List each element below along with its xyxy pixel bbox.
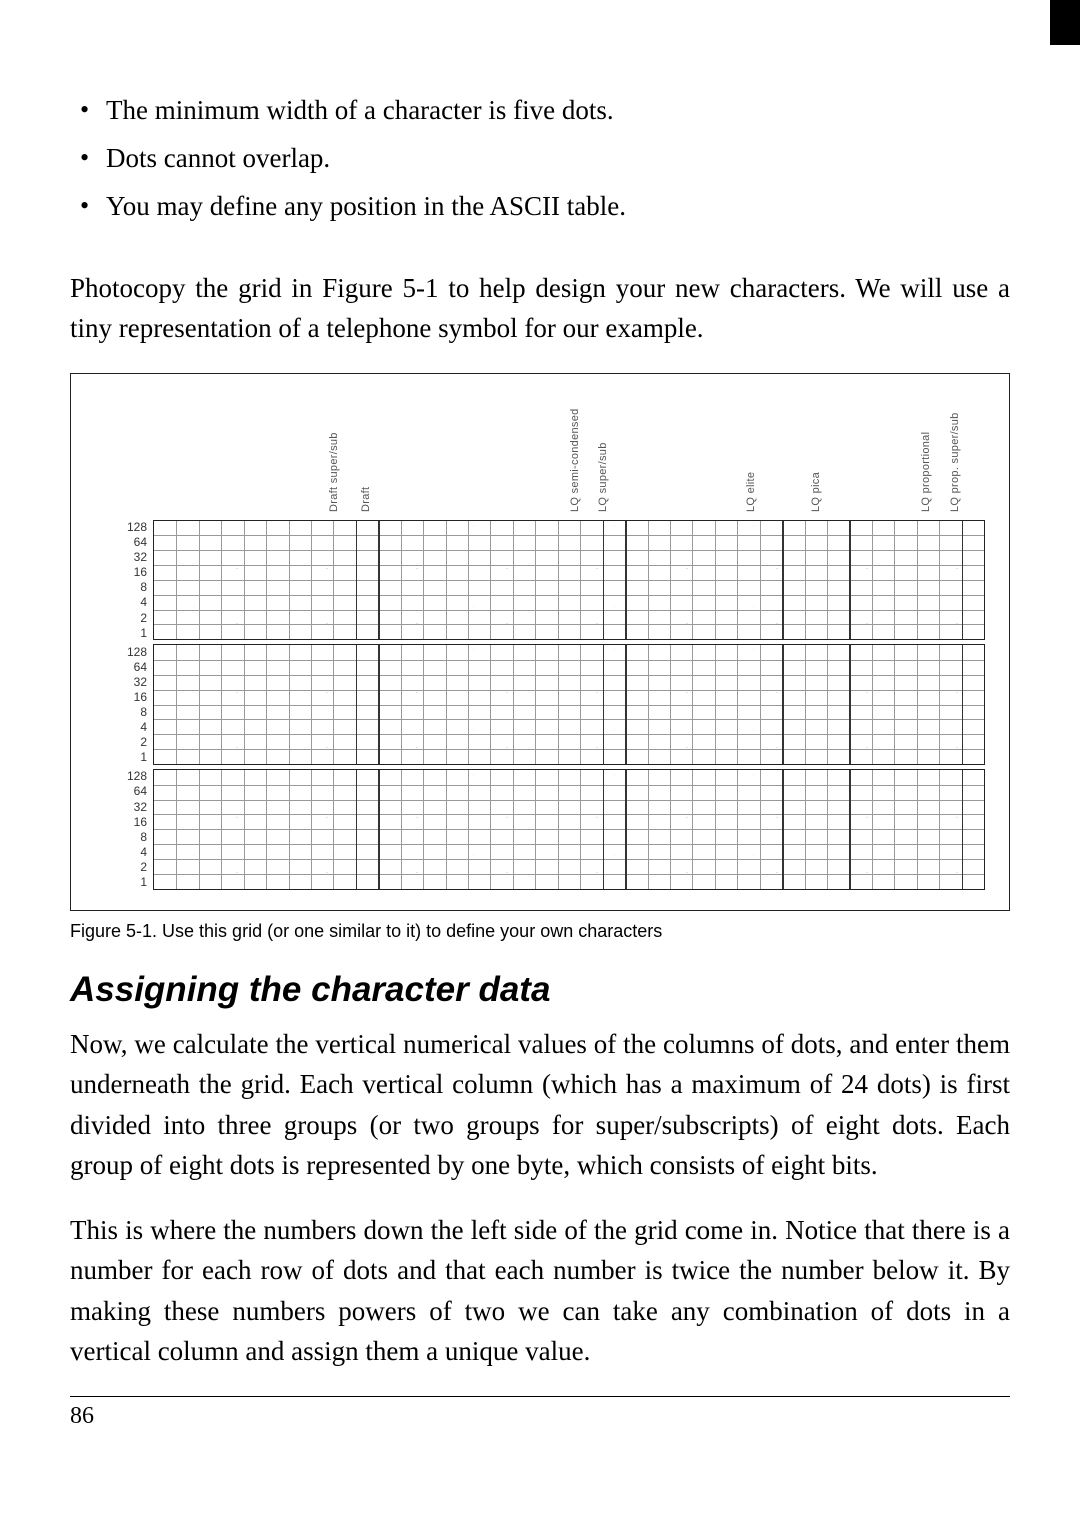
figure-inner: Draft super/subDraftLQ semi-condensedLQ … [87, 390, 993, 900]
row-label: 1 [91, 625, 151, 640]
grid-block [153, 520, 985, 641]
bullet-item: Dots cannot overlap. [106, 138, 1010, 180]
body-paragraph: This is where the numbers down the left … [70, 1210, 1010, 1372]
row-label: 16 [91, 565, 151, 580]
row-label: 4 [91, 720, 151, 735]
bullet-list: The minimum width of a character is five… [70, 90, 1010, 228]
corner-mark [1050, 0, 1080, 45]
row-label: 32 [91, 550, 151, 565]
document-page: The minimum width of a character is five… [0, 0, 1080, 1533]
col-label: LQ proportional [932, 397, 950, 512]
page-number: 86 [70, 1403, 1010, 1430]
col-label: Draft [372, 397, 390, 512]
row-label: 128 [91, 644, 151, 659]
row-label: 8 [91, 580, 151, 595]
row-label: 2 [91, 859, 151, 874]
footer-rule [70, 1396, 1010, 1397]
row-label: 64 [91, 784, 151, 799]
row-label: 8 [91, 705, 151, 720]
grid-block [153, 644, 985, 765]
figure-caption: Figure 5-1. Use this grid (or one simila… [70, 921, 1010, 942]
bullet-item: You may define any position in the ASCII… [106, 186, 1010, 228]
row-label: 2 [91, 610, 151, 625]
row-label: 32 [91, 799, 151, 814]
body-paragraph: Now, we calculate the vertical numerical… [70, 1024, 1010, 1186]
row-label: 128 [91, 520, 151, 535]
row-label: 8 [91, 829, 151, 844]
row-label: 16 [91, 689, 151, 704]
row-label: 1 [91, 874, 151, 889]
col-label: LQ elite [757, 397, 775, 512]
figure-box: Draft super/subDraftLQ semi-condensedLQ … [70, 373, 1010, 911]
figure-row-labels: 128643216842112864321684211286432168421 [91, 520, 151, 890]
figure-grid-area: 128643216842112864321684211286432168421 [153, 520, 985, 890]
col-label: Draft super/sub [340, 397, 358, 512]
row-label: 128 [91, 769, 151, 784]
col-label: LQ super/sub [609, 397, 627, 512]
row-label: 2 [91, 735, 151, 750]
row-label: 64 [91, 535, 151, 550]
row-label: 32 [91, 674, 151, 689]
intro-paragraph: Photocopy the grid in Figure 5-1 to help… [70, 268, 1010, 349]
section-heading: Assigning the character data [70, 970, 1010, 1010]
row-label: 16 [91, 814, 151, 829]
row-label: 1 [91, 750, 151, 765]
figure-grid-stack [153, 520, 985, 890]
grid-block [153, 769, 985, 890]
figure-col-labels: Draft super/subDraftLQ semi-condensedLQ … [173, 390, 985, 520]
row-label: 64 [91, 659, 151, 674]
col-label: LQ prop. super/sub [961, 397, 979, 512]
col-label: LQ pica [822, 397, 840, 512]
row-label: 4 [91, 595, 151, 610]
bullet-item: The minimum width of a character is five… [106, 90, 1010, 132]
row-label: 4 [91, 844, 151, 859]
